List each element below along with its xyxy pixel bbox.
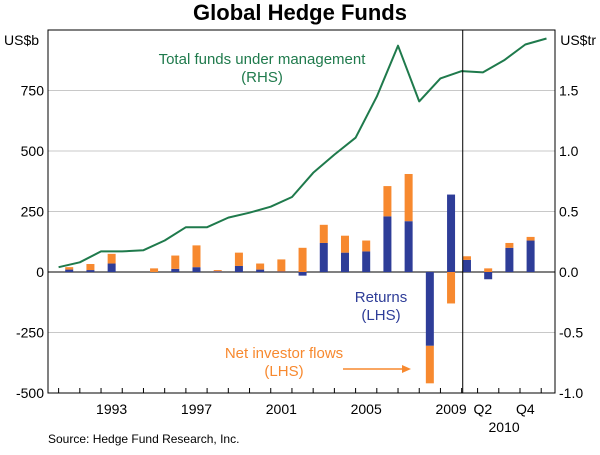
returns-label: Returns — [355, 289, 408, 306]
x-sublabel: 2010 — [489, 419, 520, 435]
left-tick-label: 750 — [21, 83, 45, 99]
plot-border — [47, 29, 556, 394]
returns-bar — [319, 242, 328, 272]
net-flows-label: Net investor flows — [225, 345, 343, 362]
net-flows-bar — [86, 264, 95, 271]
net-flows-bar — [447, 272, 456, 304]
returns-bar — [213, 271, 222, 272]
net-flows-bar — [425, 345, 434, 384]
net-flows-bar — [65, 267, 74, 270]
returns-label: (LHS) — [361, 307, 400, 324]
left-tick-label: -500 — [16, 385, 44, 401]
net-flows-bar — [192, 245, 201, 268]
returns-bar — [86, 270, 95, 272]
left-tick-label: -250 — [16, 325, 44, 341]
net-flows-label: (LHS) — [264, 363, 303, 380]
net-flows-bar — [319, 224, 328, 243]
total-funds-line — [58, 37, 547, 269]
annotations: Total funds under management(RHS) Returns… — [159, 51, 411, 380]
left-tick-label: 250 — [21, 204, 45, 220]
returns-bar — [192, 267, 201, 272]
returns-bar — [362, 251, 371, 272]
total-funds-label: (RHS) — [241, 69, 283, 86]
flows-arrow-head — [402, 365, 411, 373]
x-tick-label: 2009 — [435, 401, 466, 417]
net-flows-bar — [526, 236, 535, 241]
net-flows-bar — [298, 247, 307, 272]
returns-bar — [462, 259, 471, 272]
returns-bar — [298, 272, 307, 276]
right-tick-label: -1.0 — [559, 385, 583, 401]
right-axis-unit: US$tr — [560, 32, 596, 48]
right-tick-label: -0.5 — [559, 325, 583, 341]
left-tick-label: 500 — [21, 143, 45, 159]
x-tick-label: Q4 — [516, 401, 535, 417]
returns-bar — [425, 272, 434, 346]
net-flows-bar — [150, 268, 159, 272]
net-flows-bar — [171, 255, 180, 269]
right-tick-label: 1.0 — [559, 143, 579, 159]
total-funds-label: Total funds under management — [159, 51, 367, 68]
returns-bar — [256, 269, 265, 272]
net-flows-bar — [213, 270, 222, 272]
x-tick-label: 2001 — [266, 401, 297, 417]
net-flows-bar — [256, 263, 265, 270]
plot-frame — [47, 29, 556, 394]
left-tick-label: 0 — [36, 264, 44, 280]
returns-bar — [383, 216, 392, 272]
net-flows-bar — [234, 252, 243, 266]
returns-bar — [404, 221, 413, 272]
returns-bar — [65, 269, 74, 272]
x-tick-label: 1993 — [96, 401, 127, 417]
line-series — [58, 37, 547, 269]
right-tick-label: 0.5 — [559, 204, 579, 220]
net-flows-bar — [277, 259, 286, 272]
net-flows-bar — [404, 173, 413, 222]
returns-bar — [234, 265, 243, 272]
net-flows-bar — [462, 256, 471, 260]
x-tick-label: 2005 — [351, 401, 382, 417]
returns-bar — [484, 272, 493, 280]
returns-bar — [277, 271, 286, 273]
net-flows-bar — [107, 253, 116, 264]
net-flows-bar — [340, 235, 349, 253]
returns-bar — [526, 240, 535, 272]
net-flows-bar — [383, 186, 392, 217]
right-tick-label: 1.5 — [559, 83, 579, 99]
net-flows-bar — [505, 242, 514, 248]
left-axis-unit: US$b — [4, 32, 39, 48]
axis-labels: US$b -500 -250 0 250 500 750 US$tr -1.0 -0.5 0.0 0.… — [4, 32, 596, 435]
returns-bar — [171, 268, 180, 272]
net-flows-bar — [362, 240, 371, 252]
x-tick-label: 1997 — [181, 401, 212, 417]
returns-bar — [340, 252, 349, 272]
chart-title: Global Hedge Funds — [193, 0, 407, 25]
net-flows-bar — [484, 268, 493, 272]
source-note: Source: Hedge Fund Research, Inc. — [48, 432, 239, 446]
x-tick-label: Q2 — [474, 401, 493, 417]
returns-bar — [107, 263, 116, 272]
right-tick-label: 0.0 — [559, 264, 579, 280]
returns-bar — [447, 194, 456, 272]
returns-bar — [505, 247, 514, 272]
bars — [65, 173, 535, 384]
